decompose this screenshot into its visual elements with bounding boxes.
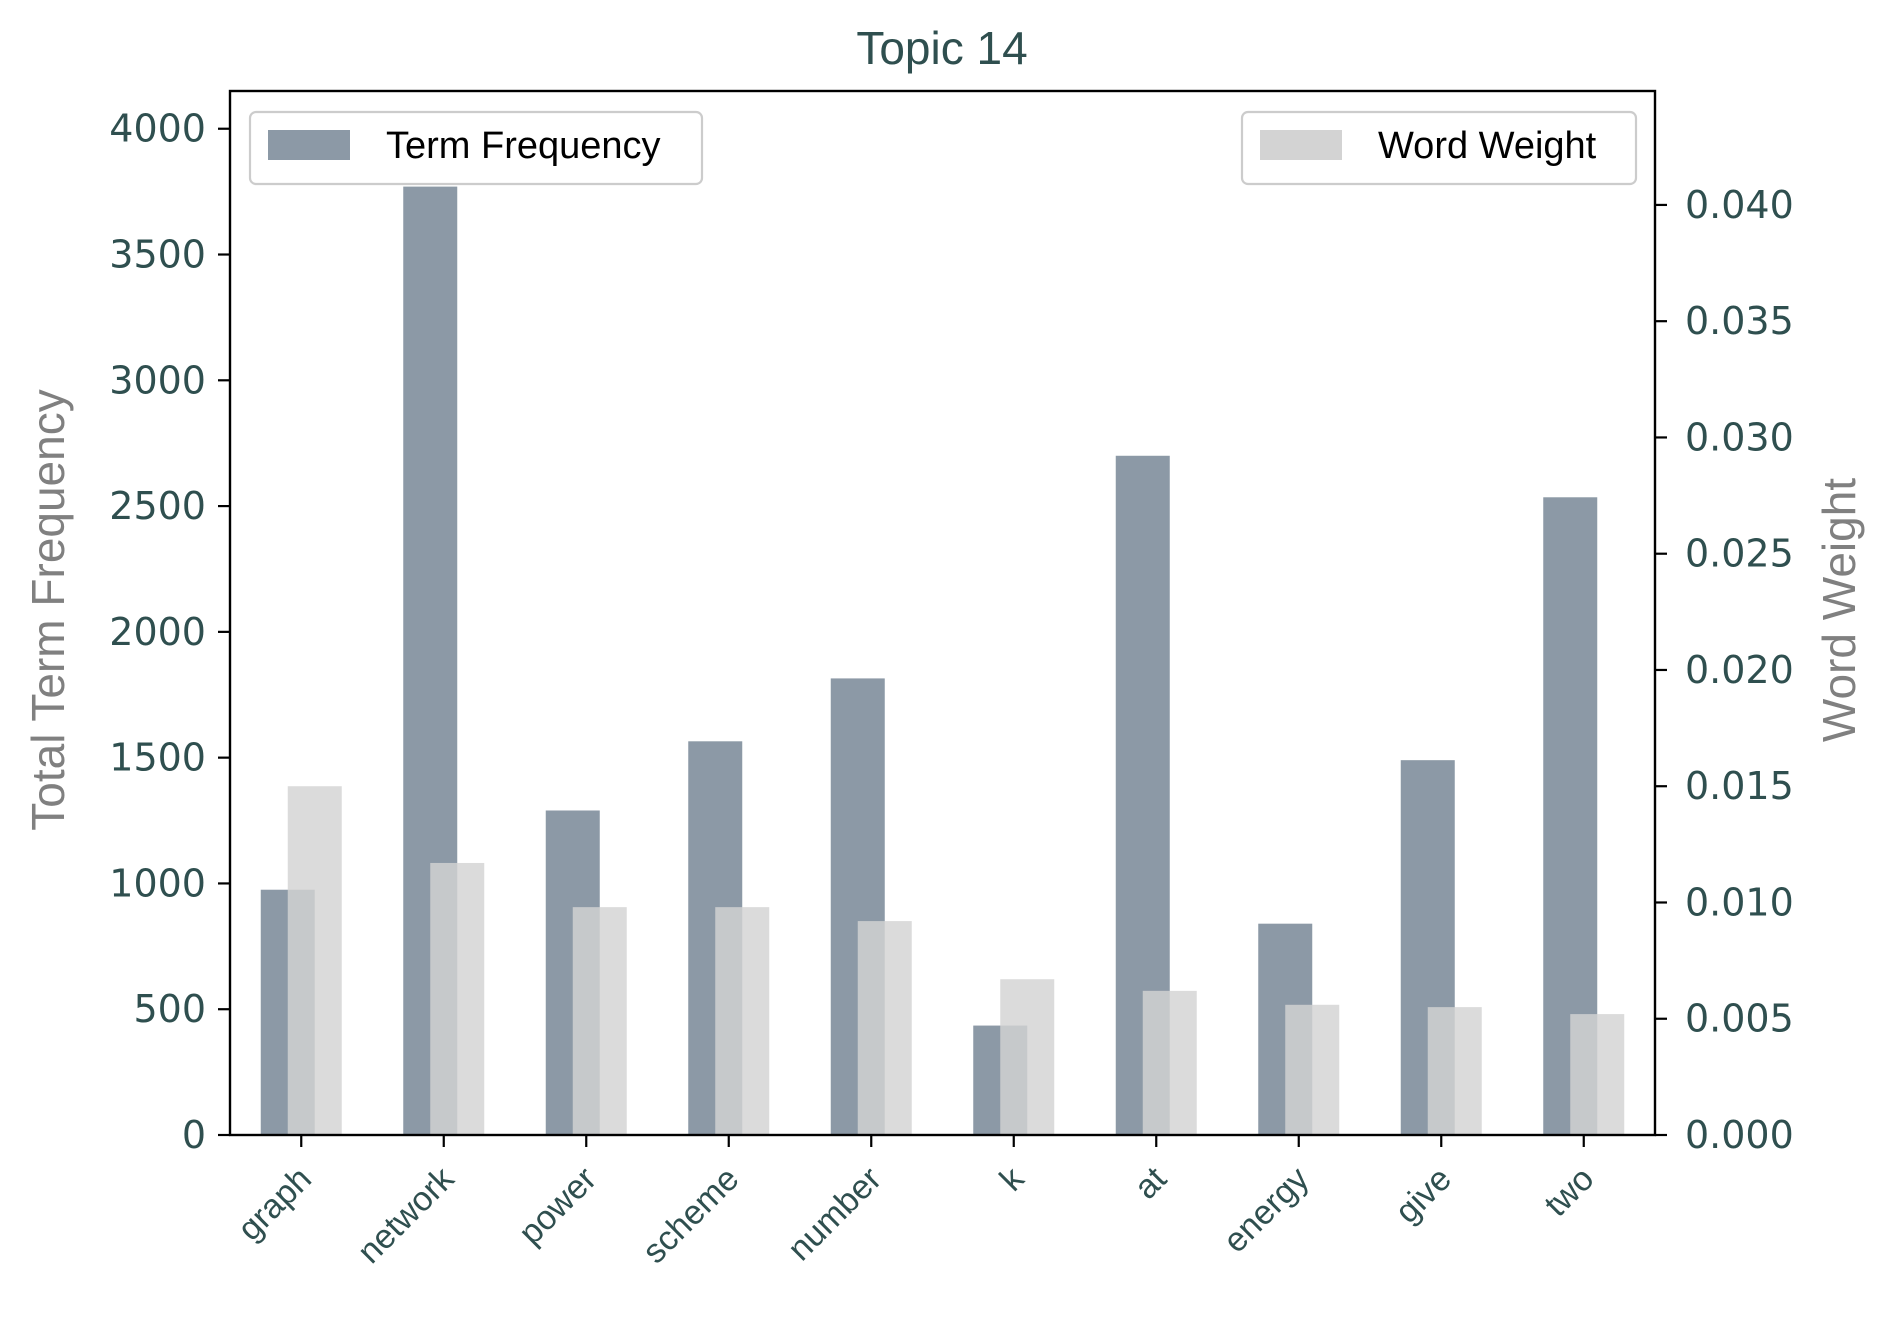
legend-term-frequency: Term Frequency	[248, 110, 704, 186]
x-tick-label-two: two	[1537, 1160, 1601, 1224]
bar-word-weight-scheme	[715, 907, 770, 1135]
y2-tick-label: 0.035	[1685, 299, 1794, 343]
bars-layer	[260, 186, 1625, 1135]
y2-tick-label: 0.010	[1685, 880, 1794, 924]
bar-word-weight-give	[1427, 1007, 1482, 1135]
y2-tick-label: 0.005	[1685, 997, 1794, 1041]
x-tick-label-k: k	[993, 1159, 1033, 1199]
y-tick-label: 4000	[109, 107, 206, 151]
bar-word-weight-energy	[1285, 1004, 1340, 1135]
bar-word-weight-k	[1000, 979, 1055, 1135]
chart-title: Topic 14	[856, 22, 1027, 74]
bar-word-weight-at	[1142, 990, 1197, 1135]
legend-term-frequency-box	[248, 110, 704, 186]
x-tick-label-energy: energy	[1216, 1160, 1316, 1260]
bar-word-weight-graph	[287, 786, 342, 1135]
y2-tick-label: 0.030	[1685, 415, 1794, 459]
x-tick-label-graph: graph	[231, 1160, 319, 1248]
y2-axis-label: Word Weight	[1813, 478, 1865, 742]
y-tick-label: 500	[133, 987, 206, 1031]
legend-word-weight-label: Word Weight	[1378, 125, 1597, 167]
y-tick-label: 1500	[109, 736, 206, 780]
y-tick-label: 2000	[109, 610, 206, 654]
y-tick-label: 1000	[109, 861, 206, 905]
bar-word-weight-two	[1570, 1014, 1625, 1135]
x-tick-label-network: network	[350, 1159, 462, 1271]
x-tick-label-power: power	[512, 1160, 604, 1252]
axes-layer: 0 500 1000 1500 2000 2500 3000 3500 4000 0.000 0.0…	[109, 89, 1794, 1271]
legend-term-frequency-swatch	[268, 130, 350, 160]
bar-word-weight-number	[857, 921, 912, 1135]
y-tick-label: 3500	[109, 233, 206, 277]
y-tick-label: 0	[182, 1113, 206, 1157]
y-tick-label: 3000	[109, 358, 206, 402]
legend-term-frequency-label: Term Frequency	[386, 125, 661, 167]
x-tick-label-give: give	[1388, 1160, 1459, 1231]
y2-tick-label: 0.040	[1685, 183, 1794, 227]
bar-word-weight-network	[430, 862, 485, 1135]
plot-frame	[228, 89, 1657, 1137]
y-axis-label: Total Term Frequency	[22, 389, 74, 830]
bar-word-weight-power	[572, 907, 627, 1135]
y2-tick-label: 0.020	[1685, 648, 1794, 692]
x-tick-label-scheme: scheme	[635, 1160, 746, 1271]
x-tick-label-number: number	[781, 1160, 889, 1268]
y-tick-label: 2500	[109, 484, 206, 528]
legend-word-weight-swatch	[1260, 130, 1342, 160]
y2-tick-label: 0.000	[1685, 1113, 1794, 1157]
legend-word-weight: Word Weight	[1240, 110, 1638, 186]
y2-tick-label: 0.025	[1685, 532, 1794, 576]
y2-tick-label: 0.015	[1685, 764, 1794, 808]
legend-layer: Term Frequency Word Weight	[248, 110, 1638, 186]
x-tick-label-at: at	[1127, 1159, 1174, 1206]
